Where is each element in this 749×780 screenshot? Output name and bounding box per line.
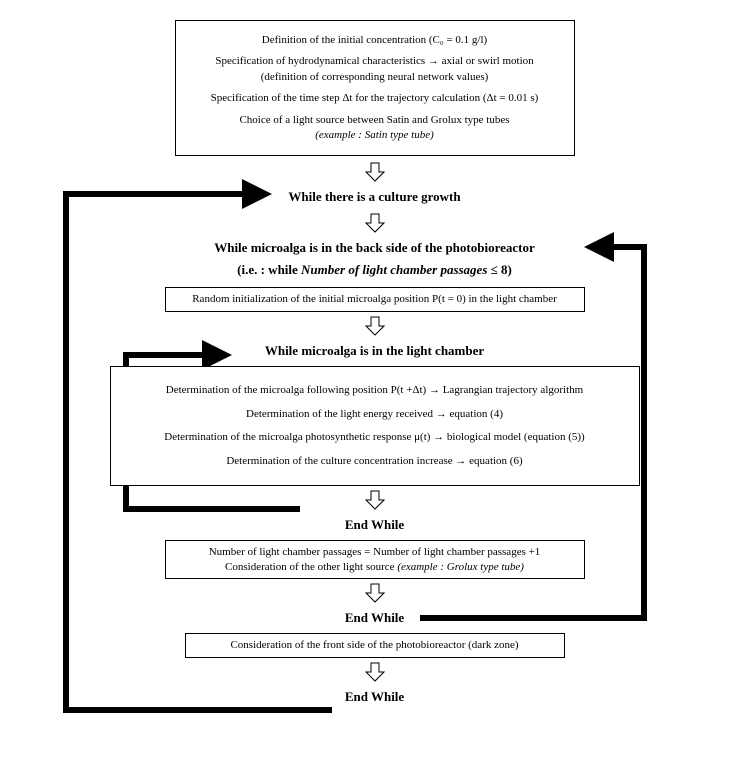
darkzone-box: Consideration of the front side of the p… <box>185 633 565 658</box>
down-arrow-icon <box>364 162 386 182</box>
determ-l3: Determination of the microalga photosynt… <box>123 430 627 445</box>
init-l4: Choice of a light source between Satin a… <box>186 113 564 144</box>
down-arrow-icon <box>364 316 386 336</box>
init-box: Definition of the initial concentration … <box>175 20 575 156</box>
down-arrow-icon <box>364 583 386 603</box>
determ-box: Determination of the microalga following… <box>110 366 640 486</box>
flowchart-column: Definition of the initial concentration … <box>20 20 729 711</box>
end1-heading: End While <box>345 688 404 706</box>
end2-heading: End While <box>345 609 404 627</box>
passages-box: Number of light chamber passages = Numbe… <box>165 540 585 579</box>
down-arrow-icon <box>364 662 386 682</box>
determ-l4: Determination of the culture concentrati… <box>123 454 627 469</box>
init-l2: Specification of hydrodynamical characte… <box>186 54 564 85</box>
down-arrow-icon <box>364 490 386 510</box>
end3-heading: End While <box>345 516 404 534</box>
init-l3: Specification of the time step Δt for th… <box>186 91 564 106</box>
while2-heading: While microalga is in the back side of t… <box>214 239 535 257</box>
while1-heading: While there is a culture growth <box>288 188 460 206</box>
init-l1: Definition of the initial concentration … <box>186 33 564 48</box>
while2-sub: (i.e. : while Number of light chamber pa… <box>237 261 512 279</box>
while3-heading: While microalga is in the light chamber <box>265 342 484 360</box>
determ-l1: Determination of the microalga following… <box>123 383 627 398</box>
determ-l2: Determination of the light energy receiv… <box>123 407 627 422</box>
down-arrow-icon <box>364 213 386 233</box>
randinit-box: Random initialization of the initial mic… <box>165 287 585 312</box>
